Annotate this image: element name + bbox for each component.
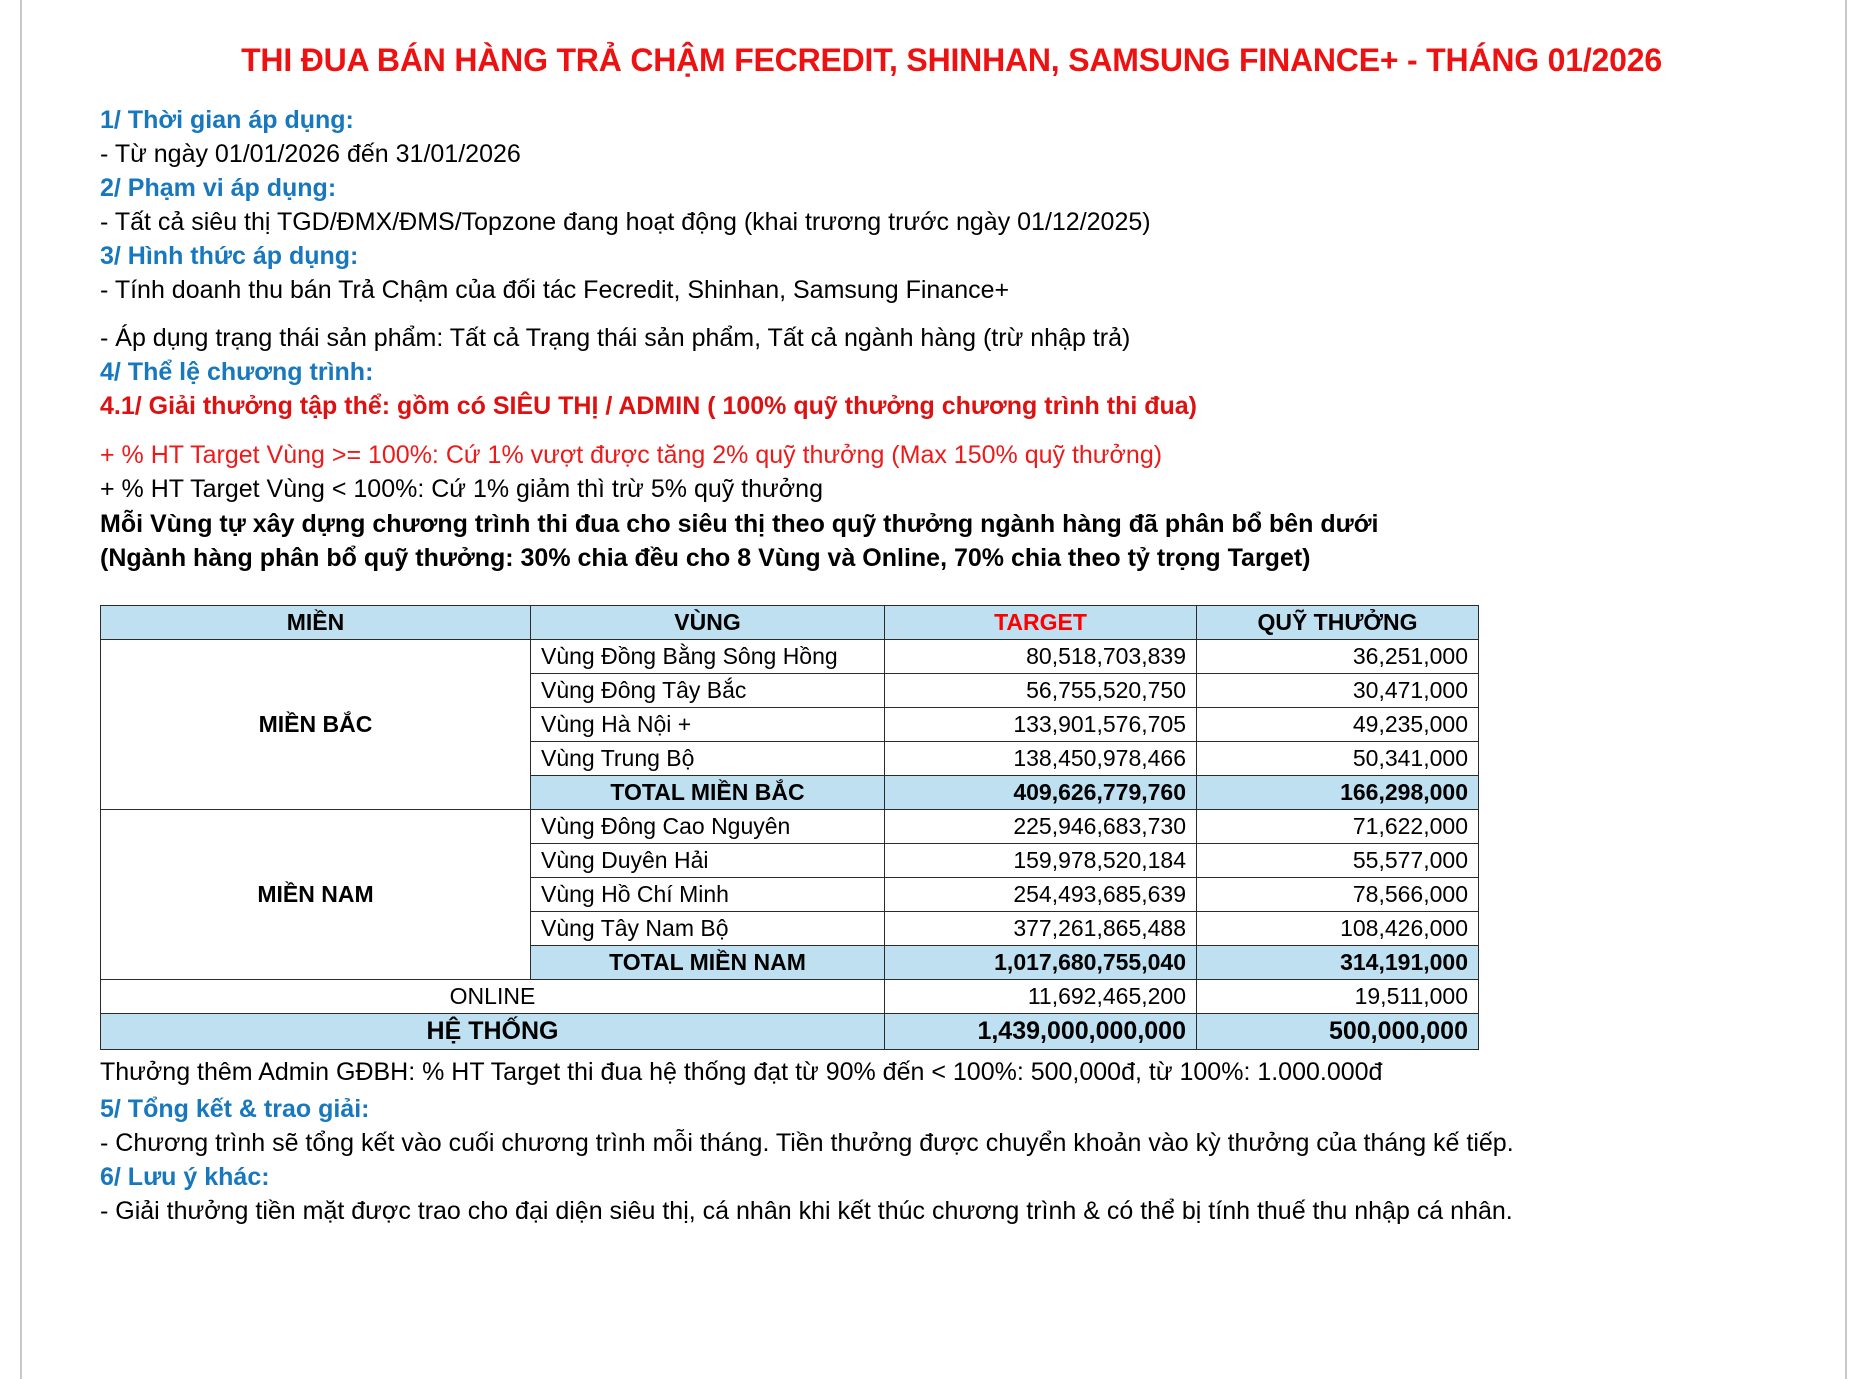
zone-bonus: 50,341,000: [1196, 740, 1479, 776]
section-1-heading: 1/ Thời gian áp dụng:: [100, 106, 354, 134]
zone-label: Vùng Hồ Chí Minh: [530, 876, 885, 912]
zone-target: 254,493,685,639: [884, 876, 1197, 912]
zone-bonus: 30,471,000: [1196, 672, 1479, 708]
table-row: Vùng Hồ Chí Minh 254,493,685,639 78,566,…: [101, 876, 1479, 912]
prize-allocation-table: MIỀN VÙNG TARGET QUỸ THƯỞNG MIỀN BẮC Vùn…: [100, 604, 1479, 1050]
region-label-north: MIỀN BẮC: [100, 638, 531, 810]
table-row: Vùng Hà Nội + 133,901,576,705 49,235,000: [101, 706, 1479, 742]
table-header-row: MIỀN VÙNG TARGET QUỸ THƯỞNG: [100, 604, 1479, 640]
section-2-heading: 2/ Phạm vi áp dụng:: [100, 173, 337, 202]
table-row-total-north: TOTAL MIỀN BẮC 409,626,779,760 166,298,0…: [101, 774, 1479, 810]
table-row: Vùng Duyên Hải 159,978,520,184 55,577,00…: [101, 842, 1479, 878]
page-right-rule: [1845, 0, 1847, 1379]
zone-bonus: 108,426,000: [1196, 910, 1479, 946]
page-title: THI ĐUA BÁN HÀNG TRẢ CHẬM FECREDIT, SHIN…: [241, 42, 1662, 78]
section-5-heading: 5/ Tổng kết & trao giải:: [100, 1095, 370, 1123]
table-row-online: ONLINE 11,692,465,200 19,511,000: [100, 978, 1479, 1014]
header-vung: VÙNG: [530, 604, 885, 640]
online-label: ONLINE: [100, 978, 885, 1014]
section-2-line-1: - Tất cả siêu thị TGD/ĐMX/ĐMS/Topzone đa…: [100, 208, 1151, 236]
zone-label: Vùng Tây Nam Bộ: [530, 910, 885, 946]
table-row: Vùng Tây Nam Bộ 377,261,865,488 108,426,…: [101, 910, 1479, 946]
total-bonus-south: 314,191,000: [1196, 944, 1479, 980]
online-target: 11,692,465,200: [884, 978, 1197, 1014]
section-4-1-heading: 4.1/ Giải thưởng tập thể: gồm có SIÊU TH…: [100, 392, 1197, 420]
note-category-allocation: (Ngành hàng phân bổ quỹ thưởng: 30% chia…: [100, 544, 1311, 572]
zone-bonus: 55,577,000: [1196, 842, 1479, 878]
table-row: MIỀN NAM Vùng Đông Cao Nguyên 225,946,68…: [100, 808, 1479, 980]
zone-target: 225,946,683,730: [884, 808, 1197, 844]
zone-label: Vùng Đông Tây Bắc: [530, 672, 885, 708]
zone-bonus: 71,622,000: [1196, 808, 1479, 844]
zone-target: 133,901,576,705: [884, 706, 1197, 742]
header-target: TARGET: [884, 604, 1197, 640]
page-left-rule: [20, 0, 22, 1379]
note-zone-builds-program: Mỗi Vùng tự xây dựng chương trình thi đu…: [100, 509, 1379, 538]
section-5-line-1: - Chương trình sẽ tổng kết vào cuối chươ…: [100, 1129, 1514, 1158]
zone-bonus: 78,566,000: [1196, 876, 1479, 912]
section-3-line-2: - Áp dụng trạng thái sản phẩm: Tất cả Tr…: [100, 324, 1131, 353]
section-3-heading: 3/ Hình thức áp dụng:: [100, 241, 359, 270]
total-bonus-north: 166,298,000: [1196, 774, 1479, 810]
system-bonus: 500,000,000: [1196, 1012, 1479, 1050]
section-3-line-1: - Tính doanh thu bán Trả Chậm của đối tá…: [100, 275, 1010, 304]
zone-bonus: 49,235,000: [1196, 706, 1479, 742]
zone-target: 138,450,978,466: [884, 740, 1197, 776]
section-4-heading: 4/ Thể lệ chương trình:: [100, 357, 374, 386]
total-target-south: 1,017,680,755,040: [884, 944, 1197, 980]
table-row: Vùng Đông Tây Bắc 56,755,520,750 30,471,…: [101, 672, 1479, 708]
header-quy-thuong: QUỸ THƯỞNG: [1196, 604, 1479, 640]
zone-target: 377,261,865,488: [884, 910, 1197, 946]
total-label-north: TOTAL MIỀN BẮC: [530, 774, 885, 810]
zone-target: 80,518,703,839: [884, 638, 1197, 674]
document-content: THI ĐUA BÁN HÀNG TRẢ CHẬM FECREDIT, SHIN…: [100, 42, 1662, 1225]
admin-bonus-note: Thưởng thêm Admin GĐBH: % HT Target thi …: [100, 1057, 1383, 1086]
table-row: MIỀN BẮC Vùng Đồng Bằng Sông Hồng 80,518…: [100, 638, 1479, 810]
system-label: HỆ THỐNG: [100, 1012, 885, 1050]
rule-target-over-100: + % HT Target Vùng >= 100%: Cứ 1% vượt đ…: [100, 440, 1163, 469]
zone-label: Vùng Trung Bộ: [530, 740, 885, 776]
zone-label: Vùng Duyên Hải: [530, 842, 885, 878]
total-label-south: TOTAL MIỀN NAM: [530, 944, 885, 980]
zone-label: Vùng Đồng Bằng Sông Hồng: [530, 638, 885, 674]
section-6-heading: 6/ Lưu ý khác:: [100, 1162, 270, 1191]
table-row-system: HỆ THỐNG 1,439,000,000,000 500,000,000: [100, 1012, 1479, 1050]
header-mien: MIỀN: [100, 604, 531, 640]
zone-label: Vùng Đông Cao Nguyên: [530, 808, 885, 844]
region-label-south: MIỀN NAM: [100, 808, 531, 980]
online-bonus: 19,511,000: [1196, 978, 1479, 1014]
zone-target: 159,978,520,184: [884, 842, 1197, 878]
zone-bonus: 36,251,000: [1196, 638, 1479, 674]
section-1-line-1: - Từ ngày 01/01/2026 đến 31/01/2026: [100, 140, 521, 169]
system-target: 1,439,000,000,000: [884, 1012, 1197, 1050]
rule-target-under-100: + % HT Target Vùng < 100%: Cứ 1% giảm th…: [100, 475, 823, 503]
zone-target: 56,755,520,750: [884, 672, 1197, 708]
total-target-north: 409,626,779,760: [884, 774, 1197, 810]
zone-label: Vùng Hà Nội +: [530, 706, 885, 742]
section-6-line-1: - Giải thưởng tiền mặt được trao cho đại…: [100, 1197, 1513, 1225]
